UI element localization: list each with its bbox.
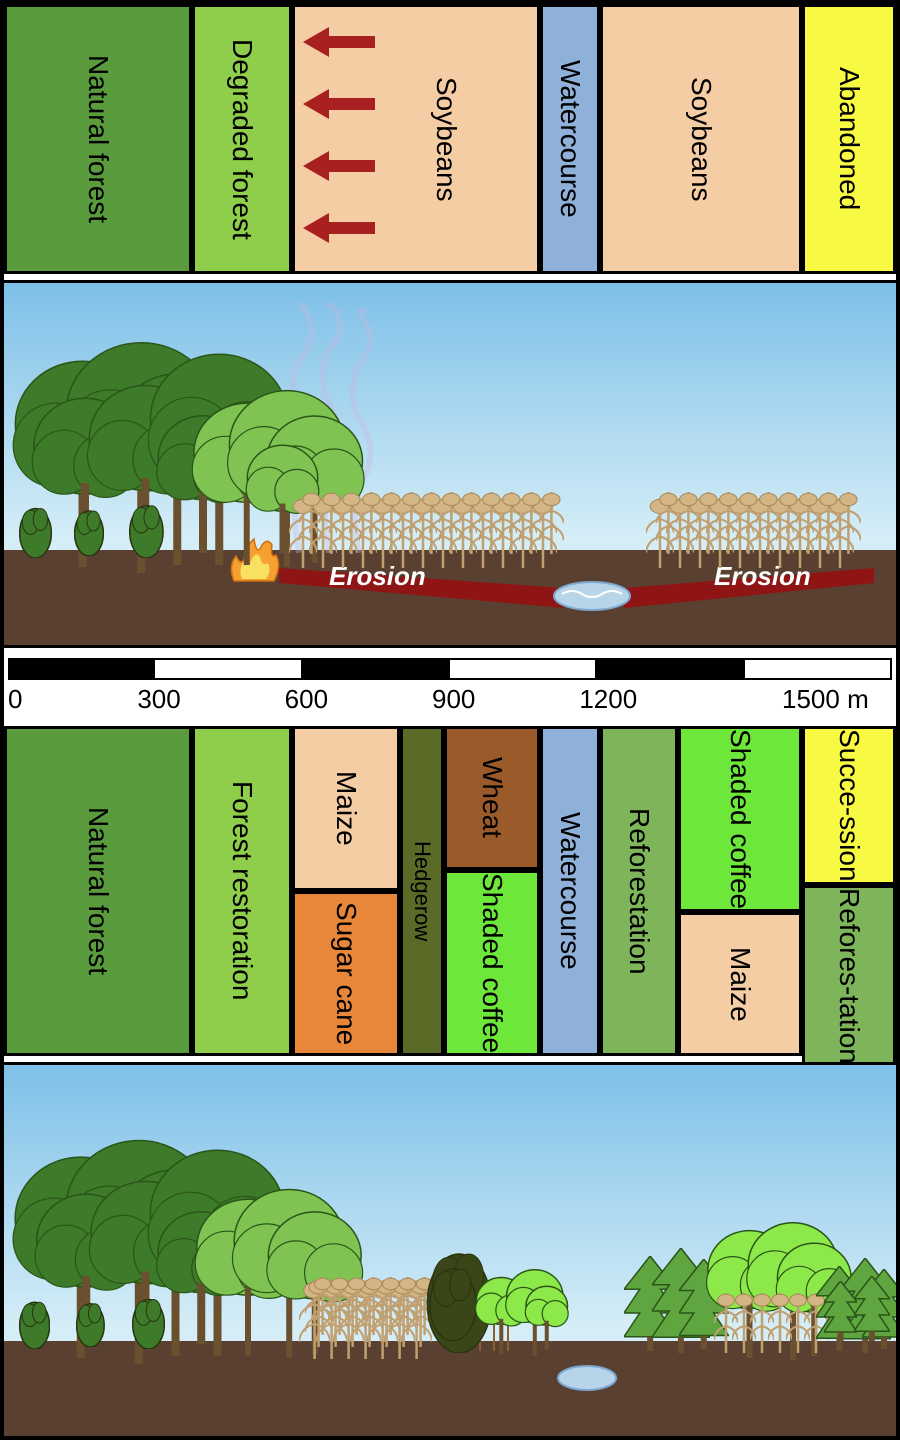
landuse-natural-forest: Natural forest <box>4 726 192 1056</box>
scene-before: Erosion Erosion <box>4 280 896 648</box>
landuse-label: Wheat <box>476 757 508 838</box>
landuse-label: Abandoned <box>833 67 865 210</box>
landuse-label: Reforestation <box>623 808 655 975</box>
scale-segment <box>745 658 892 680</box>
scale-tick-label: 0 <box>8 684 22 715</box>
scale-tick-label: 1500 m <box>782 684 869 715</box>
bottom-landuse-strip: Natural forest Forest restoration Maize Sug… <box>4 726 896 1056</box>
expansion-arrow-icon <box>303 151 375 181</box>
landuse-maize: Maize <box>678 912 802 1056</box>
scale-segment <box>597 658 744 680</box>
water-icon <box>556 1363 618 1398</box>
landuse-label: Degraded forest <box>226 39 258 240</box>
expansion-arrow-icon <box>303 89 375 119</box>
scale-segment <box>303 658 450 680</box>
scale-tick-label: 600 <box>285 684 328 715</box>
landuse-wheat: Wheat <box>444 726 540 870</box>
landuse-degraded-forest: Degraded forest <box>192 4 292 274</box>
landuse-label: Sugar cane <box>330 902 362 1045</box>
landuse-label: Forest restoration <box>226 781 258 1000</box>
scale-tick-label: 300 <box>137 684 180 715</box>
scale-tick-label: 900 <box>432 684 475 715</box>
landuse-abandoned: Abandoned <box>802 4 896 274</box>
expansion-arrow-icon <box>303 213 375 243</box>
landuse-soybeans: Soybeans <box>292 4 540 274</box>
landuse-sugar-cane: Sugar cane <box>292 891 400 1056</box>
landuse-label: Maize <box>330 771 362 846</box>
landuse-label: Hedgerow <box>409 841 435 941</box>
scale-segment <box>155 658 302 680</box>
landuse-label: Soybeans <box>430 77 462 202</box>
expansion-arrow-icon <box>303 27 375 57</box>
landuse-label: Shaded coffee <box>724 729 756 909</box>
landuse-refores-tation: Refores-tation <box>802 885 896 1067</box>
diagram-container: Natural forest Degraded forest Soybeans Wat… <box>0 0 900 1440</box>
landuse-watercourse: Watercourse <box>540 4 600 274</box>
landuse-label: Refores-tation <box>833 888 865 1064</box>
landuse-label: Watercourse <box>554 60 586 218</box>
landuse-soybeans: Soybeans <box>600 4 802 274</box>
scale-tick-label: 1200 <box>579 684 637 715</box>
water-icon <box>552 578 632 618</box>
landuse-maize: Maize <box>292 726 400 891</box>
landuse-shaded-coffee: Shaded coffee <box>444 870 540 1056</box>
landuse-shaded-coffee: Shaded coffee <box>678 726 802 912</box>
landuse-label: Soybeans <box>685 77 717 202</box>
landuse-natural-forest: Natural forest <box>4 4 192 274</box>
landuse-watercourse: Watercourse <box>540 726 600 1056</box>
landuse-label: Natural forest <box>82 55 114 223</box>
landuse-label: Watercourse <box>554 812 586 970</box>
landuse-hedgerow: Hedgerow <box>400 726 444 1056</box>
landuse-label: Shaded coffee <box>476 873 508 1053</box>
scale-segment <box>8 658 155 680</box>
landuse-forest-restoration: Forest restoration <box>192 726 292 1056</box>
landuse-succe-ssion: Succe-ssion <box>802 726 896 885</box>
landuse-label: Natural forest <box>82 807 114 975</box>
top-landuse-strip: Natural forest Degraded forest Soybeans Wat… <box>4 4 896 274</box>
landuse-label: Maize <box>724 947 756 1022</box>
landuse-reforestation: Reforestation <box>600 726 678 1056</box>
scale-segment <box>450 658 597 680</box>
scene-after <box>4 1062 896 1436</box>
landuse-label: Succe-ssion <box>833 729 865 882</box>
